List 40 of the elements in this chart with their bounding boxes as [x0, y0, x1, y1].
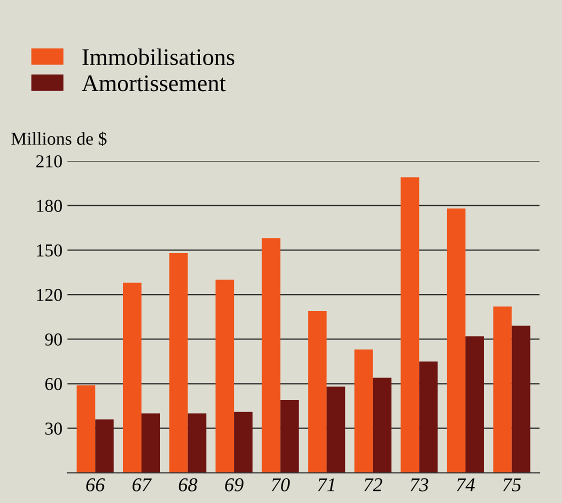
x-tick-label: 73 — [410, 478, 428, 492]
bar — [188, 413, 206, 473]
x-tick-label: 68 — [178, 478, 198, 492]
y-tick-label: 120 — [37, 288, 62, 302]
y-tick-label: 30 — [45, 422, 62, 435]
bar — [262, 238, 280, 473]
bar — [493, 306, 512, 473]
bar — [419, 361, 438, 473]
y-axis-title: Millions de $ — [11, 132, 107, 146]
x-tick-label: 72 — [364, 478, 382, 492]
y-tick-label: 210 — [36, 155, 62, 168]
bar — [512, 326, 530, 473]
x-tick-label: 71 — [318, 478, 334, 492]
bar — [326, 386, 346, 473]
bar — [234, 412, 253, 473]
bar — [216, 280, 234, 473]
bar — [141, 413, 160, 473]
x-tick-label: 70 — [272, 478, 290, 492]
bar — [169, 253, 188, 473]
x-tick-label: 69 — [225, 478, 244, 492]
y-tick-label: 60 — [45, 378, 62, 390]
x-tick-label: 66 — [86, 478, 105, 492]
y-tick-label: 150 — [37, 244, 62, 257]
x-tick-label: 67 — [132, 478, 152, 492]
y-tick-label: 180 — [37, 200, 62, 212]
bar — [465, 336, 484, 473]
x-tick-label: 75 — [503, 478, 521, 492]
bar — [76, 385, 96, 473]
y-tick-label: 90 — [45, 333, 62, 346]
legend-label: Amortissement — [82, 75, 226, 92]
bar — [95, 419, 114, 473]
bar — [446, 208, 466, 473]
bar — [280, 400, 299, 473]
bar — [372, 378, 392, 473]
legend-label: Immobilisations — [82, 48, 234, 66]
bar — [308, 310, 327, 473]
x-tick-label: 74 — [456, 478, 475, 492]
bar — [122, 282, 142, 473]
bar — [400, 177, 420, 473]
bar — [354, 350, 373, 473]
